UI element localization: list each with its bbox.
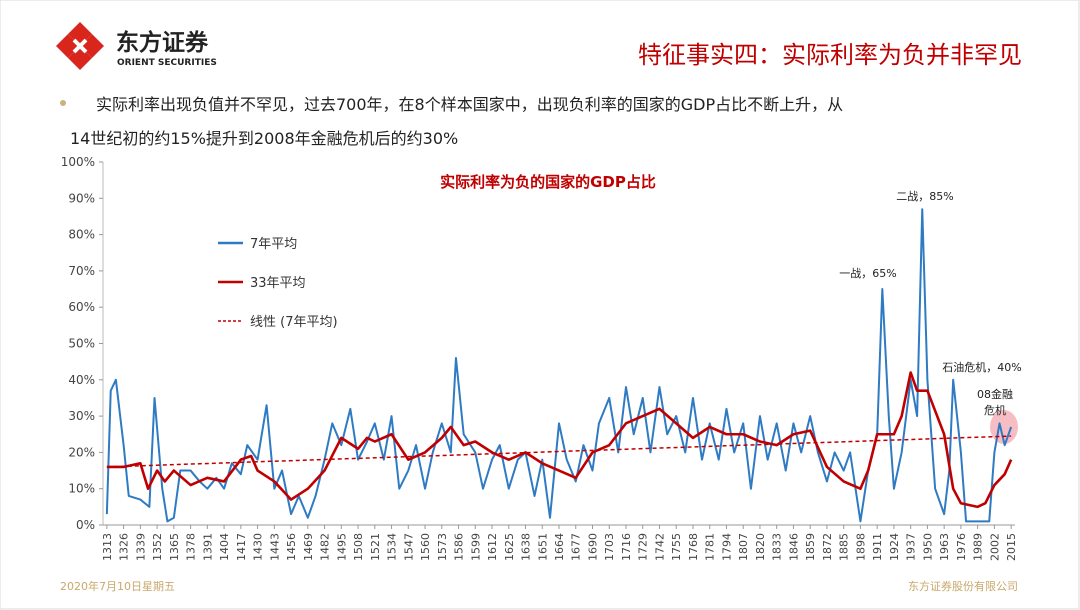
x-tick-label: 1924 (888, 533, 901, 561)
x-tick-label: 1677 (570, 533, 583, 561)
x-tick-label: 1898 (854, 533, 867, 561)
x-tick-label: 1794 (720, 533, 733, 561)
x-tick-label: 1391 (201, 533, 214, 561)
logo-cn: 东方证券 (116, 29, 209, 56)
y-tick-label: 80% (68, 228, 95, 242)
x-tick-label: 1937 (905, 533, 918, 561)
y-tick-label: 0% (76, 518, 95, 532)
x-tick-label: 1547 (402, 533, 415, 561)
x-tick-label: 1833 (771, 533, 784, 561)
bullet-line: 14世纪初的约15%提升到2008年金融危机后的约30% (70, 129, 458, 148)
slide-title: 特征事实四：实际利率为负并非罕见 (638, 41, 1022, 69)
x-tick-label: 1729 (637, 533, 650, 561)
x-tick-label: 1820 (754, 533, 767, 561)
legend-label: 33年平均 (250, 276, 306, 291)
x-tick-label: 1599 (469, 533, 482, 561)
x-tick-label: 1404 (218, 533, 231, 561)
series-line (106, 435, 1012, 468)
annotation: 二战，85% (896, 190, 953, 203)
x-tick-label: 1352 (151, 533, 164, 561)
x-tick-label: 1378 (185, 533, 198, 561)
x-tick-label: 1443 (268, 533, 281, 561)
x-tick-label: 1521 (369, 533, 382, 561)
x-tick-label: 1534 (386, 533, 399, 561)
x-tick-label: 1469 (302, 533, 315, 561)
x-tick-label: 1963 (938, 533, 951, 561)
annotation: 危机 (984, 403, 1006, 417)
y-tick-label: 60% (68, 300, 95, 314)
legend-label: 7年平均 (250, 237, 297, 252)
x-tick-label: 1612 (486, 533, 499, 561)
x-tick-label: 1651 (536, 533, 549, 561)
logo-mark (56, 22, 104, 70)
x-tick-label: 1911 (871, 533, 884, 561)
x-tick-label: 1326 (118, 533, 131, 561)
x-tick-label: 1625 (503, 533, 516, 561)
x-tick-label: 1989 (972, 533, 985, 561)
x-tick-label: 1807 (737, 533, 750, 561)
x-tick-label: 1417 (235, 533, 248, 561)
x-tick-label: 1716 (620, 533, 633, 561)
y-tick-label: 70% (68, 264, 95, 278)
x-tick-label: 1365 (168, 533, 181, 561)
chart-title: 实际利率为负的国家的GDP占比 (440, 173, 656, 191)
x-tick-label: 1742 (653, 533, 666, 561)
x-tick-label: 1339 (134, 533, 147, 561)
y-tick-label: 30% (68, 409, 95, 423)
x-tick-label: 1755 (670, 533, 683, 561)
x-tick-label: 2002 (988, 533, 1001, 561)
x-tick-label: 1768 (687, 533, 700, 561)
x-tick-label: 1976 (955, 533, 968, 561)
x-tick-label: 1456 (285, 533, 298, 561)
logo-en: ORIENT SECURITIES (117, 58, 217, 68)
bullet-dot (60, 100, 66, 106)
legend-label: 线性 (7年平均) (250, 315, 338, 330)
y-tick-label: 50% (68, 337, 95, 351)
footer-date: 2020年7月10日星期五 (60, 579, 175, 593)
x-tick-label: 2015 (1005, 533, 1018, 561)
x-tick-label: 1430 (252, 533, 265, 561)
x-tick-label: 1950 (921, 533, 934, 561)
y-tick-label: 100% (61, 155, 95, 169)
x-tick-label: 1859 (804, 533, 817, 561)
x-tick-label: 1703 (603, 533, 616, 561)
x-tick-label: 1846 (787, 533, 800, 561)
x-tick-label: 1573 (436, 533, 449, 561)
x-tick-label: 1560 (419, 533, 432, 561)
bullet-line: 实际利率出现负值并不罕见，过去700年，在8个样本国家中，出现负利率的国家的GD… (96, 95, 843, 114)
x-tick-label: 1638 (520, 533, 533, 561)
y-tick-label: 40% (68, 373, 95, 387)
x-tick-label: 1690 (586, 533, 599, 561)
x-tick-label: 1508 (352, 533, 365, 561)
x-tick-label: 1781 (704, 533, 717, 561)
annotation: 石油危机，40% (942, 360, 1021, 374)
x-tick-label: 1482 (319, 533, 332, 561)
x-tick-label: 1313 (101, 533, 114, 561)
x-tick-label: 1586 (453, 533, 466, 561)
x-tick-label: 1885 (838, 533, 851, 561)
x-tick-label: 1664 (553, 533, 566, 561)
x-tick-label: 1495 (335, 533, 348, 561)
y-tick-label: 90% (68, 191, 95, 205)
y-tick-label: 20% (68, 445, 95, 459)
annotation: 08金融 (977, 387, 1013, 401)
footer-company: 东方证券股份有限公司 (908, 579, 1018, 593)
annotation: 一战，65% (839, 267, 896, 280)
y-tick-label: 10% (68, 482, 95, 496)
x-tick-label: 1872 (821, 533, 834, 561)
series-line (106, 371, 1013, 509)
series-line (105, 208, 1013, 523)
